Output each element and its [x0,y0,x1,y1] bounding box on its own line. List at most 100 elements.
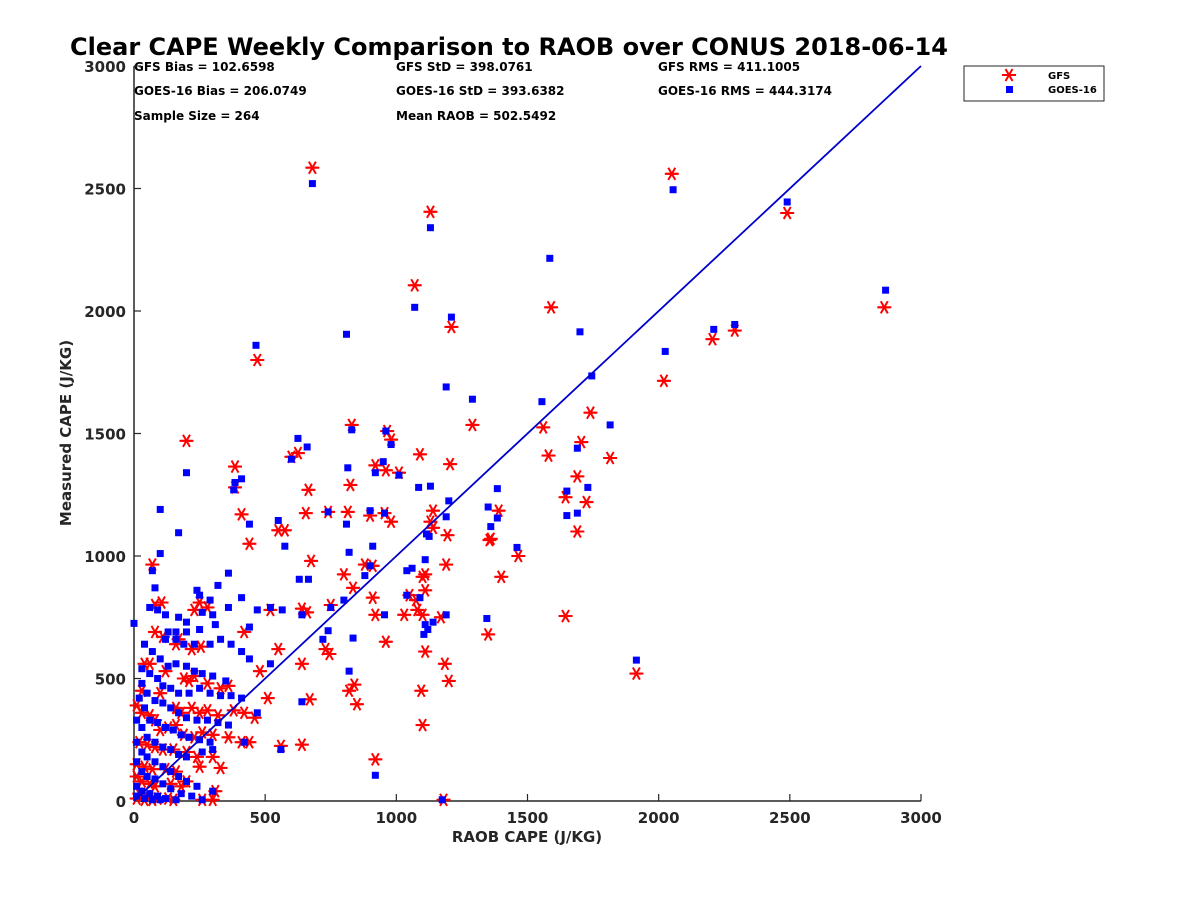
gfs-point [340,505,355,519]
goes-16-point [167,684,175,692]
goes-16-point [576,328,584,336]
gfs-point [294,738,309,752]
goes-16-point [240,738,248,746]
goes-16-point [151,775,159,783]
goes-16-point [148,648,156,656]
gfs-point [570,469,585,483]
gfs-point [187,603,202,617]
goes-16-point [411,303,419,311]
gfs-point [242,537,257,551]
goes-16-point [277,746,285,754]
goes-16-point [319,635,327,643]
x-axis-label: RAOB CAPE (J/KG) [452,828,602,846]
gfs-point [252,664,267,678]
legend: GFS GOES-16 [963,65,1105,102]
gfs-point [322,647,337,661]
goes-16-point [172,660,180,668]
goes-16-point [135,694,143,702]
goes-16-point [442,383,450,391]
goes-16-point [209,672,217,680]
series-goes-16 [130,180,890,804]
goes-16-point [217,635,225,643]
goes-16-point [154,792,162,800]
gfs-point [397,608,412,622]
goes-16-point [253,606,261,614]
goes-16-point [151,584,159,592]
goes-16-point [143,773,151,780]
goes-16-point [403,591,411,599]
gfs-point [415,718,430,732]
goes-16-point [172,796,180,804]
gfs-point [441,674,456,688]
goes-16-point [416,594,424,602]
goes-16-point [224,721,232,729]
goes-16-point [143,733,151,741]
goes-16-point [185,689,193,697]
goes-16-point [252,341,260,349]
goes-16-point [661,347,669,355]
goes-16-point [324,627,332,635]
goes-16-point [487,523,495,531]
goes-16-point [379,458,387,466]
gfs-point [205,793,220,807]
goes-16-point [138,679,146,687]
gfs-point [336,567,351,581]
goes-16-point [783,198,791,206]
chart-title: Clear CAPE Weekly Comparison to RAOB ove… [70,33,948,61]
goes-16-point [164,662,172,670]
goes-16-point [146,790,154,798]
goes-16-point [324,508,332,516]
goes-16-point [731,320,739,328]
goes-16-point [148,796,156,804]
gfs-point [664,167,679,181]
legend-gfs-asterisk [1002,68,1016,82]
goes-16-point [342,330,350,338]
goes-16-point [298,611,306,619]
goes-16-point [206,738,214,746]
gfs-point [439,558,454,572]
legend-goes-16-label: GOES-16 [1048,85,1097,96]
goes-16-point [182,628,190,636]
gfs-point [426,504,441,518]
goes-16-point [340,596,348,604]
gfs-point [349,697,364,711]
goes-16-point [130,619,138,627]
legend-gfs-marker [1002,68,1016,82]
gfs-point [226,703,241,717]
goes-16-point [669,186,677,194]
gfs-point [511,549,526,563]
gfs-point [407,278,422,292]
goes-16-point [281,542,289,550]
goes-16-point [245,655,253,663]
goes-16-point [154,606,162,614]
goes-16-point [493,514,501,522]
gfs-point [423,205,438,219]
goes-16-point [483,614,491,622]
goes-16-point [198,748,206,756]
x-tick-label: 1500 [507,809,549,827]
goes-16-point [198,608,206,616]
goes-16-point [513,543,521,551]
goes-16-point [371,469,379,477]
goes-16-point [274,516,282,524]
goes-16-point [882,286,890,294]
goes-16-point [584,483,592,491]
goes-16-point [493,485,501,493]
goes-16-point [133,758,141,766]
goes-16-point [138,665,146,673]
goes-16-point [266,660,274,668]
goes-16-point [298,698,306,706]
goes-16-point [421,621,429,629]
goes-16-point [185,733,193,741]
gfs-point [481,627,496,641]
y-tick-label: 2000 [84,303,126,321]
goes-16-point [361,572,369,580]
goes-16-point [188,792,196,800]
goes-16-point [148,567,156,575]
gfs-point [305,161,320,175]
y-tick-label: 3000 [84,58,126,76]
goes-16-point [175,529,183,537]
goes-16-point [156,655,164,663]
gfs-point [237,706,252,720]
